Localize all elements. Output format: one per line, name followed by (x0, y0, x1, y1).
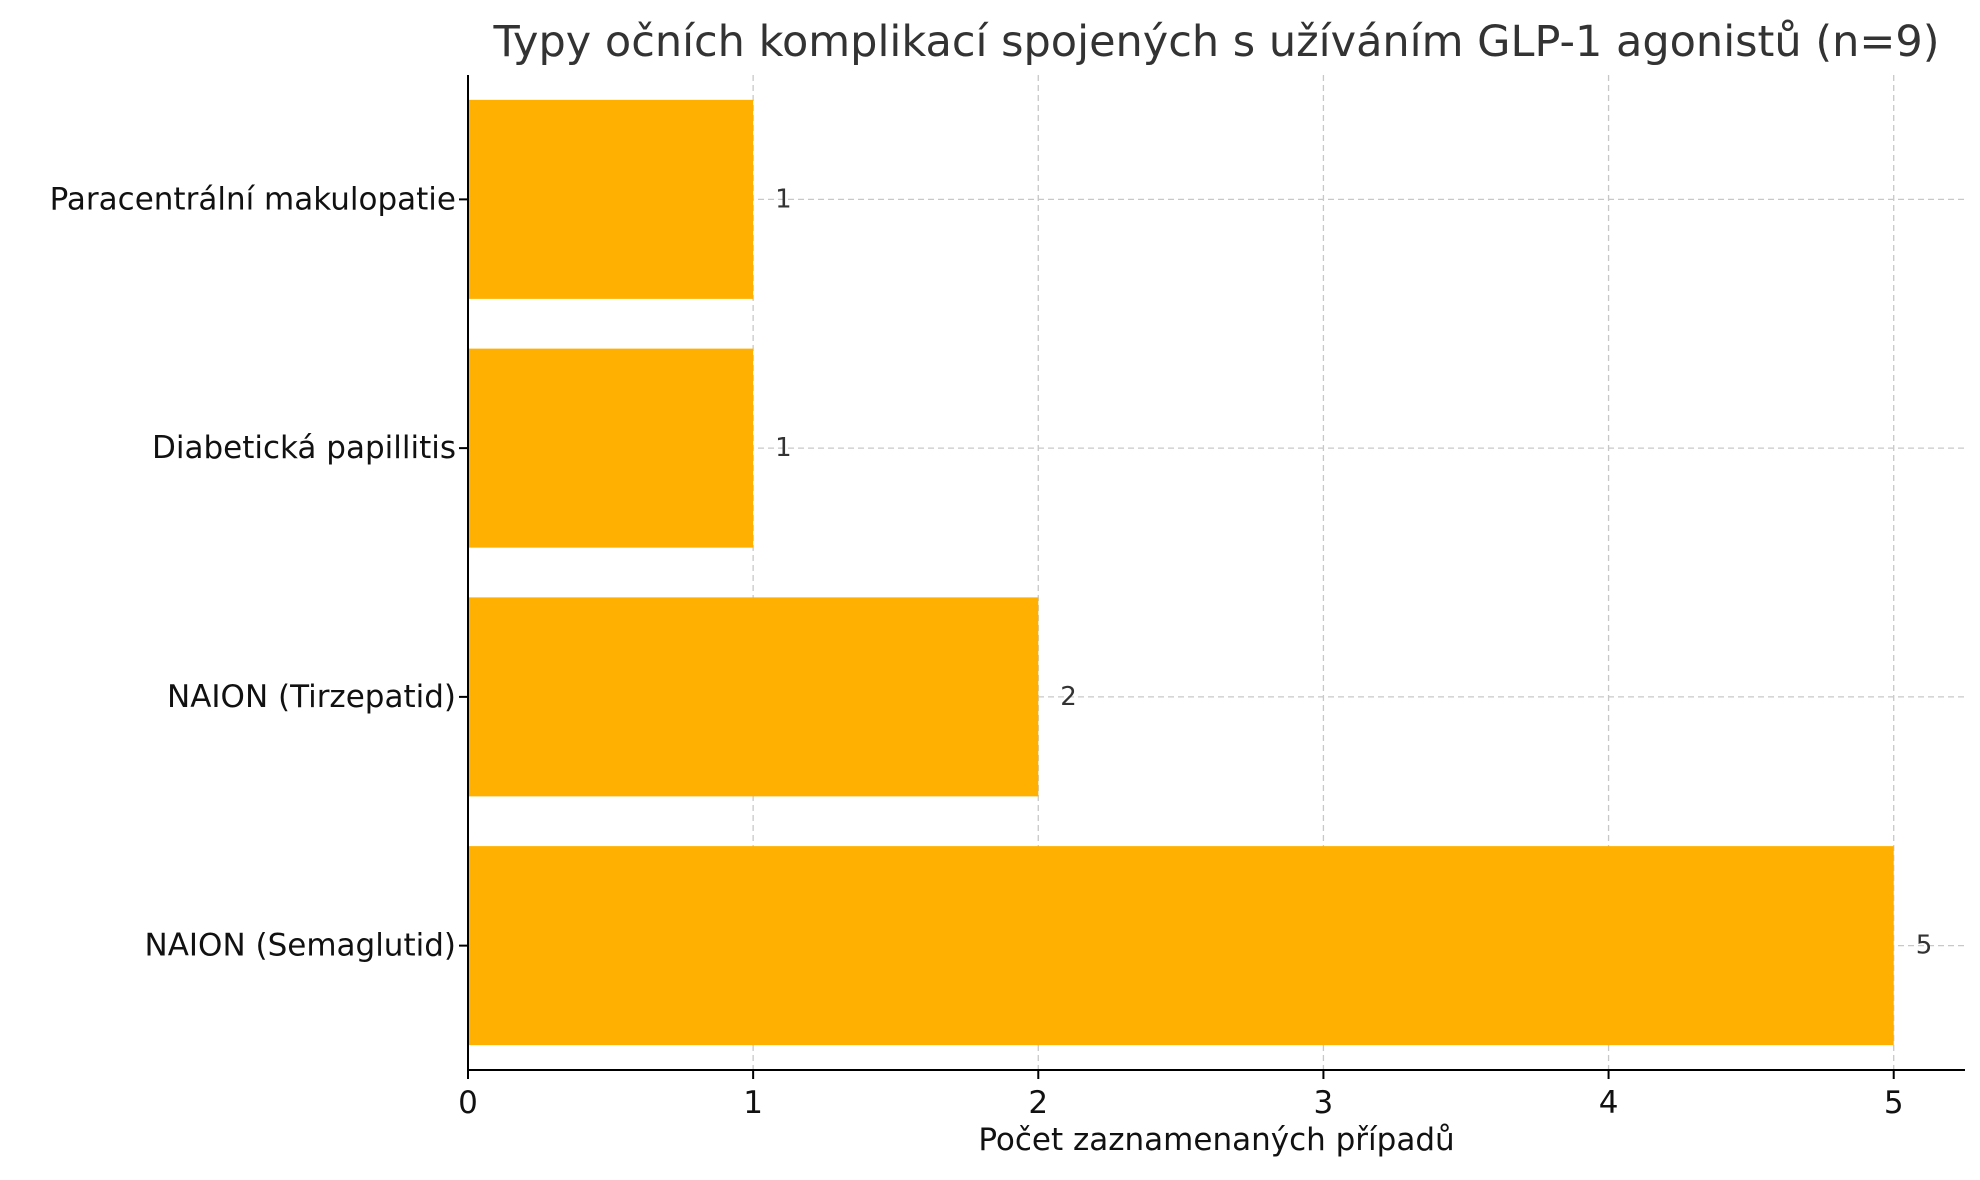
data-label: 1 (775, 433, 792, 463)
data-label: 2 (1060, 682, 1077, 712)
y-tick-label: NAION (Tirzepatid) (167, 679, 456, 715)
bars-layer (468, 99, 1894, 1046)
bar (468, 846, 1894, 1046)
x-tick-label: 1 (743, 1085, 763, 1121)
data-labels-layer: 5 2 1 1 (775, 184, 1932, 960)
ticks-layer: 0 1 2 3 4 5 NAION (Semaglutid) NAION (Tirzepati… (50, 181, 1904, 1121)
bar (468, 348, 754, 548)
x-tick-label: 4 (1599, 1085, 1619, 1121)
x-tick-label: 5 (1884, 1085, 1904, 1121)
bar (468, 597, 1039, 797)
y-tick-label: Paracentrální makulopatie (50, 181, 456, 217)
y-tick-label: Diabetická papillitis (152, 430, 456, 466)
y-tick-label: NAION (Semaglutid) (145, 928, 457, 964)
axes-layer (467, 75, 1965, 1071)
chart-title: Typy očních komplikací spojených s užívá… (492, 17, 1939, 67)
bar (468, 99, 754, 299)
data-label: 1 (775, 184, 792, 214)
x-tick-label: 2 (1028, 1085, 1048, 1121)
x-tick-label: 0 (458, 1085, 478, 1121)
x-axis-title: Počet zaznamenaných případů (978, 1122, 1454, 1158)
data-label: 5 (1916, 931, 1933, 961)
x-tick-label: 3 (1314, 1085, 1334, 1121)
